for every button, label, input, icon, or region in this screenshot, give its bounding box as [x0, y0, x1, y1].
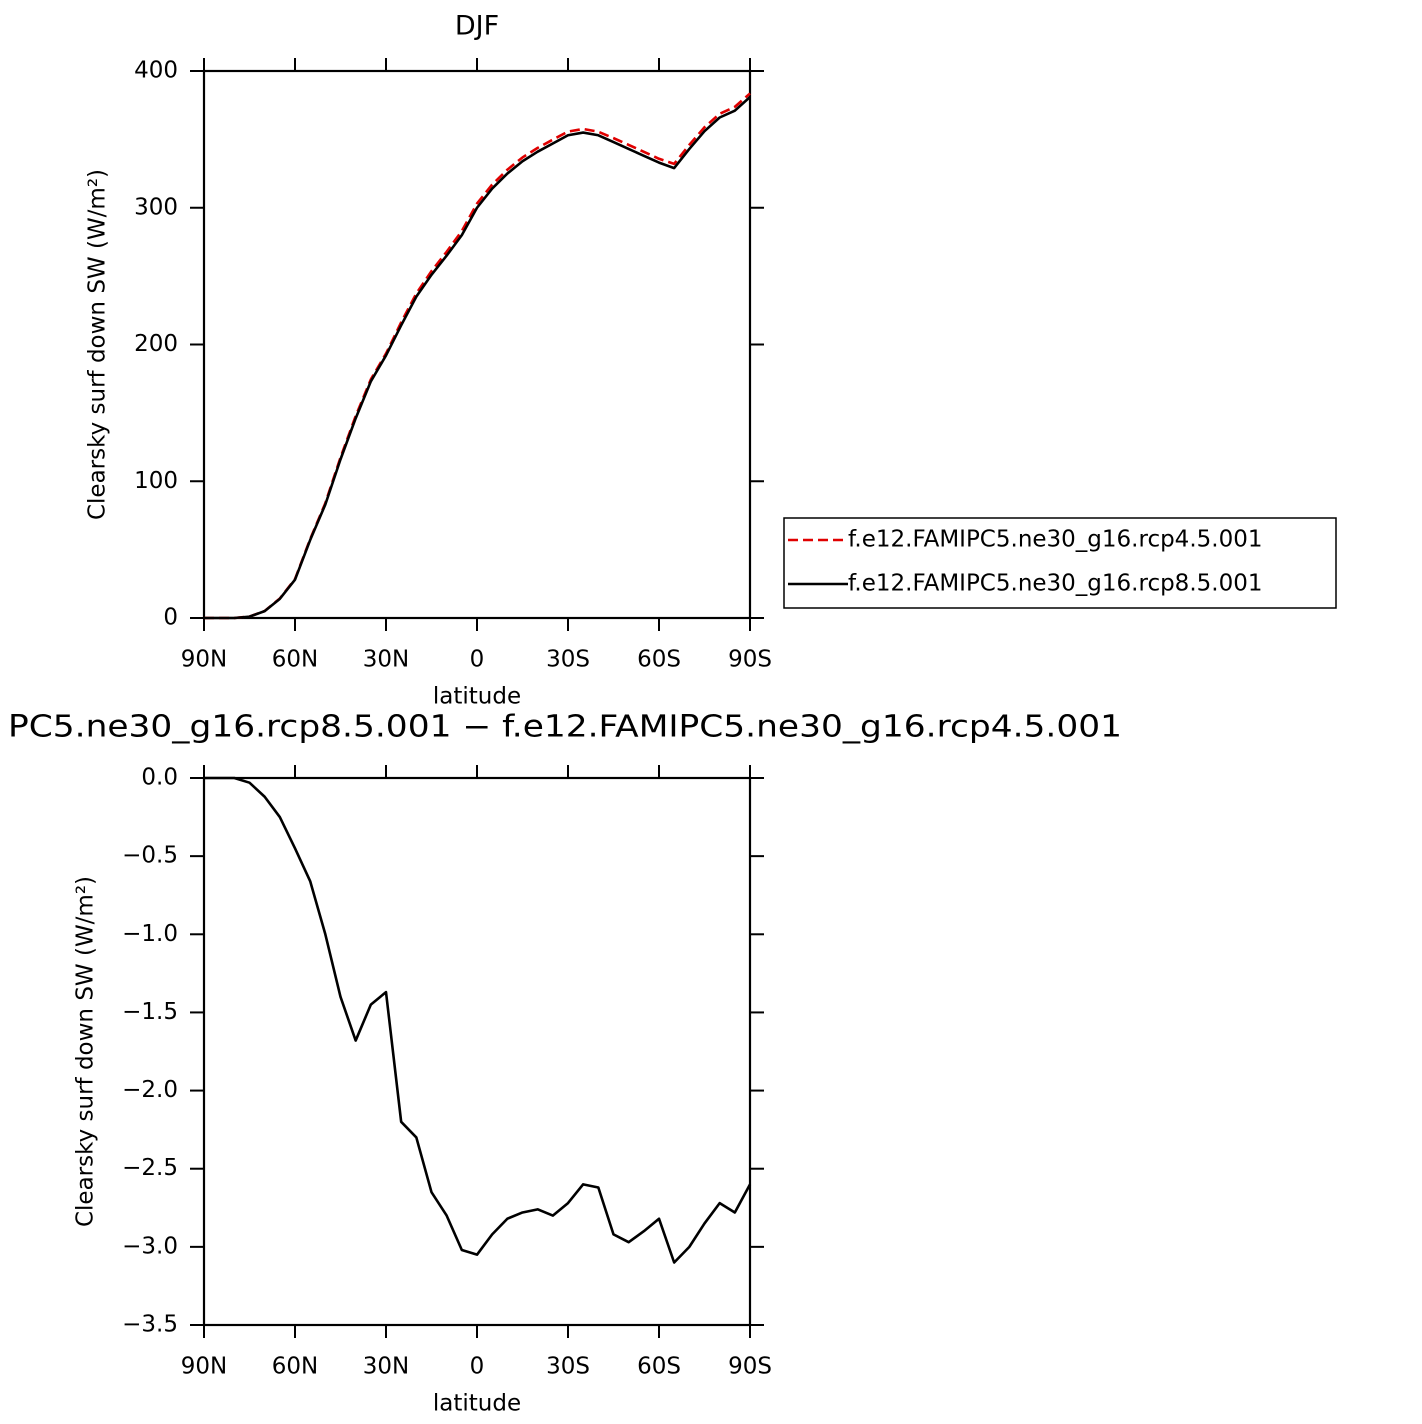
y-tick-label: 200 [134, 331, 178, 357]
x-tick-label: 90S [728, 647, 772, 673]
legend-label: f.e12.FAMIPC5.ne30_g16.rcp8.5.001 [848, 571, 1262, 597]
x-tick-label: 90S [728, 1354, 772, 1380]
x-tick-label: 60S [637, 1354, 681, 1380]
y-tick-label: −2.0 [122, 1077, 178, 1103]
y-tick-label: 400 [134, 58, 178, 84]
y-tick-label: 0 [163, 605, 178, 631]
x-tick-label: 90N [181, 647, 227, 673]
legend-box [783, 517, 1337, 609]
x-tick-label: 30N [363, 647, 409, 673]
y-axis-label: Clearsky surf down SW (W/m²) [73, 876, 99, 1227]
y-tick-label: −2.5 [122, 1155, 178, 1181]
x-axis-label: latitude [433, 1391, 521, 1417]
y-tick-label: 100 [134, 468, 178, 494]
x-tick-label: 60N [272, 647, 318, 673]
x-tick-label: 0 [470, 647, 485, 673]
x-tick-label: 0 [470, 1354, 485, 1380]
y-tick-label: −1.0 [122, 921, 178, 947]
y-tick-label: −0.5 [122, 843, 178, 869]
legend-label: f.e12.FAMIPC5.ne30_g16.rcp4.5.001 [848, 527, 1262, 553]
y-tick-label: −1.5 [122, 999, 178, 1025]
x-tick-label: 30S [546, 647, 590, 673]
chart-title: PC5.ne30_g16.rcp8.5.001 − f.e12.FAMIPC5.… [8, 710, 1122, 745]
y-tick-label: 0.0 [141, 765, 178, 791]
x-axis-label: latitude [433, 684, 521, 710]
y-axis-label: Clearsky surf down SW (W/m²) [85, 169, 111, 520]
plot-frame [202, 776, 752, 1327]
y-tick-label: −3.0 [122, 1233, 178, 1259]
y-tick-label: −3.5 [122, 1312, 178, 1338]
data-line [204, 776, 752, 1264]
x-tick-label: 60N [272, 1354, 318, 1380]
chart-title: DJF [455, 11, 499, 42]
data-line [204, 96, 751, 620]
plot-frame [202, 69, 752, 620]
y-tick-label: 300 [134, 194, 178, 220]
x-tick-label: 90N [181, 1354, 227, 1380]
x-tick-label: 60S [637, 647, 681, 673]
x-tick-label: 30S [546, 1354, 590, 1380]
x-tick-label: 30N [363, 1354, 409, 1380]
